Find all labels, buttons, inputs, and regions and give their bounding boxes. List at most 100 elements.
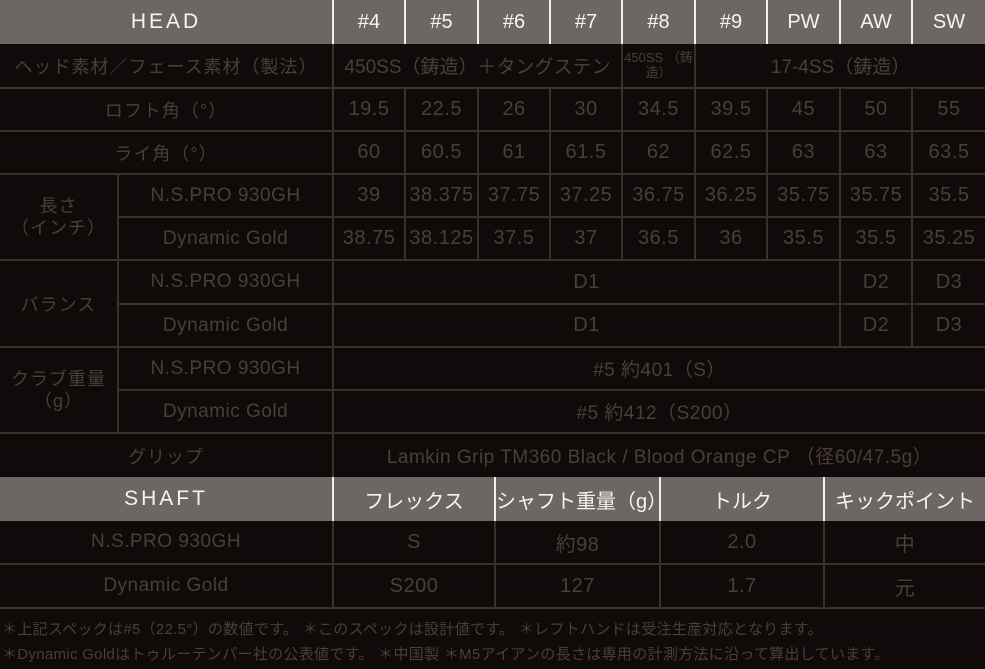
balance-dg-value-main: D1 xyxy=(332,303,842,348)
material-value-8: 450SS （鋳造） xyxy=(621,44,697,89)
club-col-header-pw: PW xyxy=(766,0,841,44)
lie-value: 62 xyxy=(621,130,697,175)
torque-value: 2.0 xyxy=(659,521,825,565)
club-col-header-5: #5 xyxy=(404,0,479,44)
length-ns-value: 35.75 xyxy=(839,173,914,218)
material-value-9-sw: 17-4SS（鋳造） xyxy=(694,44,985,89)
flex-col-header: フレックス xyxy=(332,477,495,521)
footnote-line-2: ＊Dynamic Goldはトゥルーテンパー社の公表値です。 ＊中国製 ＊M5ア… xyxy=(2,646,890,663)
balance-ns-value-main: D1 xyxy=(332,259,842,305)
shaft-name: N.S.PRO 930GH xyxy=(116,173,335,218)
club-col-header-9: #9 xyxy=(694,0,768,44)
grip-row: グリップ Lamkin Grip TM360 Black / Blood Ora… xyxy=(0,432,985,477)
kickpoint-value: 元 xyxy=(823,563,985,609)
shaft-name: Dynamic Gold xyxy=(0,563,334,609)
grip-value: Lamkin Grip TM360 Black / Blood Orange C… xyxy=(332,432,985,477)
shaft-weight-value: 約98 xyxy=(494,521,661,565)
head-section-title: HEAD xyxy=(0,0,334,44)
shaft-name: Dynamic Gold xyxy=(118,303,335,348)
grip-row-label: グリップ xyxy=(0,432,335,477)
club-col-header-aw: AW xyxy=(839,0,913,44)
length-ns-value: 37.75 xyxy=(477,173,552,218)
shaft-name: N.S.PRO 930GH xyxy=(0,521,334,565)
shaft-name: Dynamic Gold xyxy=(118,216,335,261)
lie-value: 62.5 xyxy=(694,130,769,175)
footnote-line-1: ＊上記スペックは#5（22.5°）の数値です。 ＊このスペックは設計値です。 ＊… xyxy=(2,621,823,638)
length-ns-value: 36.25 xyxy=(694,173,769,218)
torque-value: 1.7 xyxy=(659,563,825,609)
material-row: ヘッド素材／フェース素材（製法） 450SS（鋳造）＋タングステン 450SS … xyxy=(0,44,985,89)
length-ns-value: 36.75 xyxy=(621,173,697,218)
lie-value: 60 xyxy=(332,130,407,175)
loft-value: 34.5 xyxy=(621,87,697,132)
length-dg-value: 36.5 xyxy=(621,216,697,261)
weight-ns-row: クラブ重量 （g） N.S.PRO 930GH #5 約401（S） xyxy=(0,346,985,434)
length-ns-value: 37.25 xyxy=(549,173,624,218)
club-col-header-sw: SW xyxy=(911,0,985,44)
lie-row: ライ角（°） 60 60.5 61 61.5 62 62.5 63 63 63.… xyxy=(0,130,985,175)
length-label-line2: （インチ） xyxy=(11,218,106,238)
lie-value: 61.5 xyxy=(549,130,624,175)
loft-value: 30 xyxy=(549,87,624,132)
shaft-dg-row: Dynamic Gold S200 127 1.7 元 xyxy=(0,563,985,609)
length-ns-value: 35.5 xyxy=(911,173,985,218)
length-dg-value: 37.5 xyxy=(477,216,552,261)
kickpoint-value: 中 xyxy=(823,521,985,565)
length-dg-value: 36 xyxy=(694,216,769,261)
length-ns-value: 39 xyxy=(332,173,407,218)
lie-row-label: ライ角（°） xyxy=(0,130,335,175)
weight-row-label: クラブ重量 （g） xyxy=(0,346,119,434)
loft-row: ロフト角（°） 19.5 22.5 26 30 34.5 39.5 45 50 … xyxy=(0,87,985,132)
lie-value: 61 xyxy=(477,130,552,175)
length-ns-value: 35.75 xyxy=(766,173,842,218)
loft-row-label: ロフト角（°） xyxy=(0,87,335,132)
shaft-ns-row: N.S.PRO 930GH S 約98 2.0 中 xyxy=(0,521,985,565)
balance-row-label: バランス xyxy=(0,259,119,348)
club-col-header-6: #6 xyxy=(477,0,551,44)
length-row-label: 長さ （インチ） xyxy=(0,173,119,261)
club-col-header-8: #8 xyxy=(621,0,696,44)
material-value-4-7: 450SS（鋳造）＋タングステン xyxy=(332,44,624,89)
loft-value: 50 xyxy=(839,87,914,132)
lie-value: 63 xyxy=(839,130,914,175)
club-col-header-4: #4 xyxy=(332,0,406,44)
head-header-row: HEAD #4 #5 #6 #7 #8 #9 PW AW SW xyxy=(0,0,985,44)
length-dg-value: 35.25 xyxy=(911,216,985,261)
loft-value: 19.5 xyxy=(332,87,407,132)
weight-dg-value: #5 約412（S200） xyxy=(332,389,985,434)
shaft-name: Dynamic Gold xyxy=(118,389,335,434)
torque-col-header: トルク xyxy=(659,477,824,521)
flex-value: S200 xyxy=(332,563,496,609)
club-col-header-7: #7 xyxy=(549,0,623,44)
weight-dg-row: Dynamic Gold #5 約412（S200） xyxy=(0,389,985,434)
head-spec-table: HEAD #4 #5 #6 #7 #8 #9 PW AW SW ヘッド素材／フェ… xyxy=(0,0,985,477)
shaft-spec-table: SHAFT フレックス シャフト重量（g） トルク キックポイント N.S.PR… xyxy=(0,477,985,609)
length-dg-row: Dynamic Gold 38.75 38.125 37.5 37 36.5 3… xyxy=(0,216,985,261)
material-row-label: ヘッド素材／フェース素材（製法） xyxy=(0,44,335,89)
length-dg-value: 38.125 xyxy=(404,216,480,261)
balance-dg-value-sw: D3 xyxy=(911,303,985,348)
shaft-name: N.S.PRO 930GH xyxy=(116,259,335,305)
length-dg-value: 35.5 xyxy=(766,216,842,261)
weight-label-line1: クラブ重量 xyxy=(11,368,106,389)
loft-value: 22.5 xyxy=(404,87,480,132)
shaft-weight-col-header: シャフト重量（g） xyxy=(494,477,660,521)
balance-dg-row: Dynamic Gold D1 D2 D3 xyxy=(0,303,985,348)
loft-value: 45 xyxy=(766,87,842,132)
shaft-name: N.S.PRO 930GH xyxy=(116,346,335,391)
length-ns-row: 長さ （インチ） N.S.PRO 930GH 39 38.375 37.75 3… xyxy=(0,173,985,261)
length-dg-value: 38.75 xyxy=(332,216,407,261)
lie-value: 63.5 xyxy=(911,130,985,175)
footnotes: ＊上記スペックは#5（22.5°）の数値です。 ＊このスペックは設計値です。 ＊… xyxy=(0,609,985,669)
balance-ns-value-sw: D3 xyxy=(911,259,985,305)
flex-value: S xyxy=(332,521,496,565)
lie-value: 63 xyxy=(766,130,842,175)
shaft-header-row: SHAFT フレックス シャフト重量（g） トルク キックポイント xyxy=(0,477,985,521)
balance-dg-value-aw: D2 xyxy=(839,303,914,348)
balance-ns-value-aw: D2 xyxy=(839,259,914,305)
loft-value: 26 xyxy=(477,87,552,132)
weight-ns-value: #5 約401（S） xyxy=(332,346,985,391)
loft-value: 55 xyxy=(911,87,985,132)
shaft-weight-value: 127 xyxy=(494,563,661,609)
